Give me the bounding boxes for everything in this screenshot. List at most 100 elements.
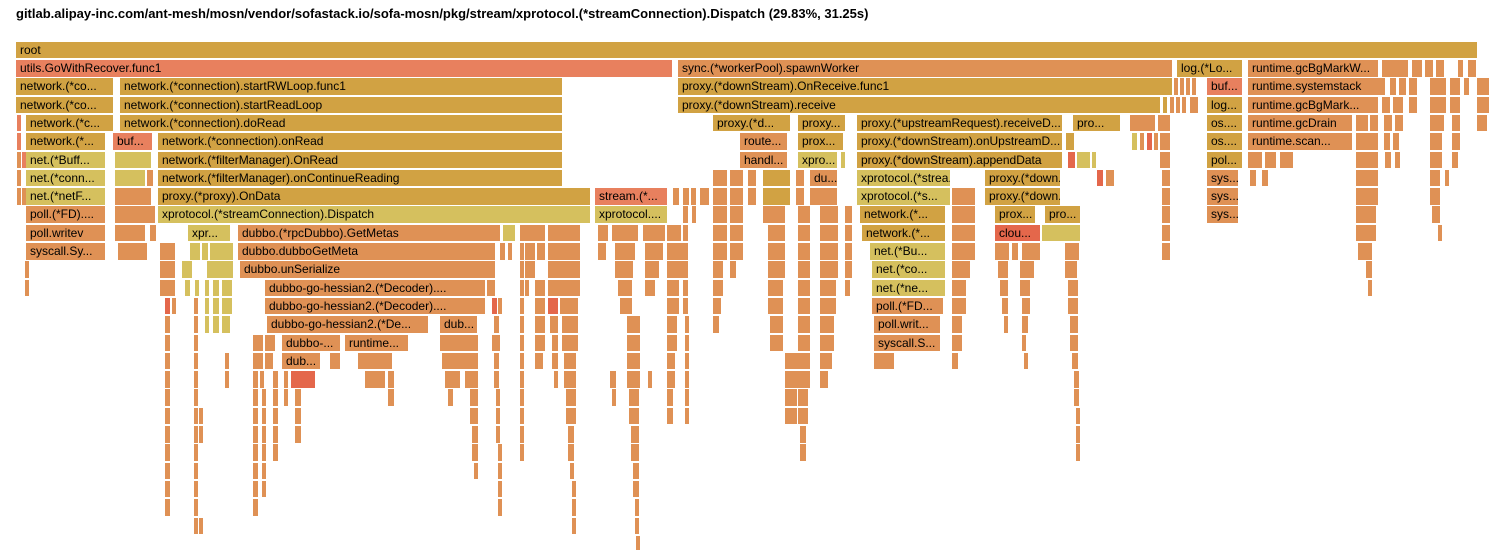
- flame-node-sliver[interactable]: [470, 389, 478, 406]
- flame-node-sliver[interactable]: [494, 316, 499, 333]
- flame-node-sliver[interactable]: [612, 224, 638, 242]
- flame-node-sliver[interactable]: [635, 517, 639, 534]
- flame-node-sliver[interactable]: [1020, 279, 1030, 297]
- flame-node-sliver[interactable]: [798, 316, 810, 333]
- flame-node-sliver[interactable]: [643, 224, 665, 242]
- flame-node-sliver[interactable]: [685, 316, 689, 333]
- flame-node[interactable]: sync.(*workerPool).spawnWorker: [678, 60, 1172, 77]
- flame-node[interactable]: network.(*filterManager).onContinueReadi…: [158, 169, 562, 187]
- flame-node[interactable]: buf...: [1207, 78, 1242, 95]
- flame-node-sliver[interactable]: [798, 371, 810, 388]
- flame-node[interactable]: sys...: [1207, 206, 1238, 223]
- flame-node-sliver[interactable]: [1430, 188, 1440, 205]
- flame-node-sliver[interactable]: [1468, 60, 1476, 77]
- flame-node-sliver[interactable]: [520, 334, 524, 351]
- flame-node-sliver[interactable]: [1160, 133, 1170, 150]
- flame-node-sliver[interactable]: [570, 462, 574, 480]
- flame-node-sliver[interactable]: [165, 499, 170, 516]
- flame-node-sliver[interactable]: [615, 261, 633, 278]
- flame-node-sliver[interactable]: [667, 316, 677, 333]
- flame-node[interactable]: du...: [810, 169, 837, 187]
- flame-node-sliver[interactable]: [273, 389, 278, 406]
- flame-node-sliver[interactable]: [610, 371, 616, 388]
- flame-node[interactable]: network.(*co...: [16, 96, 113, 114]
- flame-node-sliver[interactable]: [1409, 78, 1417, 95]
- flame-node-sliver[interactable]: [673, 188, 679, 205]
- flame-node-sliver[interactable]: [295, 426, 301, 443]
- flame-node-sliver[interactable]: [713, 224, 727, 242]
- flame-node-sliver[interactable]: [25, 279, 29, 297]
- flame-node-sliver[interactable]: [535, 334, 545, 351]
- flame-node-sliver[interactable]: [165, 462, 170, 480]
- flame-node-sliver[interactable]: [798, 334, 810, 351]
- flame-node-sliver[interactable]: [535, 316, 545, 333]
- flame-node-sliver[interactable]: [199, 426, 203, 443]
- flame-node-sliver[interactable]: [525, 243, 535, 260]
- flame-node-sliver[interactable]: [768, 261, 785, 278]
- flame-node-sliver[interactable]: [1432, 206, 1440, 223]
- flame-node-sliver[interactable]: [768, 224, 785, 242]
- flame-node-sliver[interactable]: [633, 480, 639, 498]
- flame-node-sliver[interactable]: [160, 243, 175, 260]
- flame-node-sliver[interactable]: [952, 188, 975, 205]
- flame-node-sliver[interactable]: [165, 444, 170, 461]
- flame-node-sliver[interactable]: [636, 535, 640, 550]
- flame-node[interactable]: network.(*connection).startRWLoop.func1: [120, 78, 562, 95]
- flame-node-sliver[interactable]: [713, 243, 727, 260]
- flame-node-sliver[interactable]: [1174, 78, 1178, 95]
- flame-node[interactable]: proxy.(*downStream).OnReceive.func1: [678, 78, 1172, 95]
- flame-node-sliver[interactable]: [1280, 151, 1293, 168]
- flame-node-sliver[interactable]: [165, 297, 170, 315]
- flame-node-sliver[interactable]: [118, 243, 147, 260]
- flame-node-sliver[interactable]: [472, 426, 478, 443]
- flame-node-sliver[interactable]: [150, 224, 156, 242]
- flame-node-sliver[interactable]: [1452, 114, 1460, 132]
- flame-node-sliver[interactable]: [1464, 78, 1469, 95]
- flame-node[interactable]: xprotocol.(*s...: [857, 188, 950, 205]
- flame-node-sliver[interactable]: [262, 462, 266, 480]
- flame-node-sliver[interactable]: [598, 224, 608, 242]
- flame-node-sliver[interactable]: [520, 224, 545, 242]
- flame-node-sliver[interactable]: [295, 389, 301, 406]
- flame-node-sliver[interactable]: [648, 371, 652, 388]
- flame-node-sliver[interactable]: [205, 316, 209, 333]
- flame-node-sliver[interactable]: [683, 188, 689, 205]
- flame-node-sliver[interactable]: [1002, 297, 1008, 315]
- flame-node-sliver[interactable]: [730, 243, 743, 260]
- flame-node-sliver[interactable]: [520, 426, 524, 443]
- flame-node-sliver[interactable]: [253, 426, 258, 443]
- flame-node[interactable]: runtime.scan...: [1248, 133, 1352, 150]
- flame-node-sliver[interactable]: [494, 352, 499, 370]
- flame-node-sliver[interactable]: [1070, 316, 1078, 333]
- flame-node-sliver[interactable]: [1022, 243, 1040, 260]
- flame-node-sliver[interactable]: [800, 426, 806, 443]
- flame-node[interactable]: runtime.gcDrain: [1248, 114, 1352, 132]
- flame-node-sliver[interactable]: [685, 352, 689, 370]
- flame-node-sliver[interactable]: [635, 499, 639, 516]
- flame-node-sliver[interactable]: [620, 297, 632, 315]
- flame-node-sliver[interactable]: [548, 224, 580, 242]
- flame-node-sliver[interactable]: [552, 352, 558, 370]
- flame-node-sliver[interactable]: [253, 407, 258, 425]
- flame-node-sliver[interactable]: [1077, 151, 1090, 168]
- flame-node-sliver[interactable]: [273, 444, 278, 461]
- flame-node-sliver[interactable]: [618, 279, 632, 297]
- flame-node-sliver[interactable]: [1356, 169, 1378, 187]
- flame-node-sliver[interactable]: [1430, 96, 1446, 114]
- flame-node-sliver[interactable]: [685, 334, 689, 351]
- flame-node-sliver[interactable]: [1132, 133, 1137, 150]
- flame-node-sliver[interactable]: [798, 224, 810, 242]
- flame-node-sliver[interactable]: [165, 480, 170, 498]
- flame-node[interactable]: proxy.(*down...: [985, 188, 1060, 205]
- flame-node-sliver[interactable]: [222, 279, 232, 297]
- flame-node-sliver[interactable]: [683, 297, 688, 315]
- flame-node-sliver[interactable]: [194, 371, 198, 388]
- flame-node[interactable]: dubbo-go-hessian2.(*Decoder)....: [265, 279, 485, 297]
- flame-node-sliver[interactable]: [1412, 60, 1422, 77]
- flame-node-sliver[interactable]: [627, 371, 640, 388]
- flame-node-sliver[interactable]: [681, 261, 688, 278]
- flame-node[interactable]: network.(*connection).onRead: [158, 133, 562, 150]
- flame-node-sliver[interactable]: [470, 407, 478, 425]
- flame-node-sliver[interactable]: [562, 334, 578, 351]
- flame-node-sliver[interactable]: [273, 426, 278, 443]
